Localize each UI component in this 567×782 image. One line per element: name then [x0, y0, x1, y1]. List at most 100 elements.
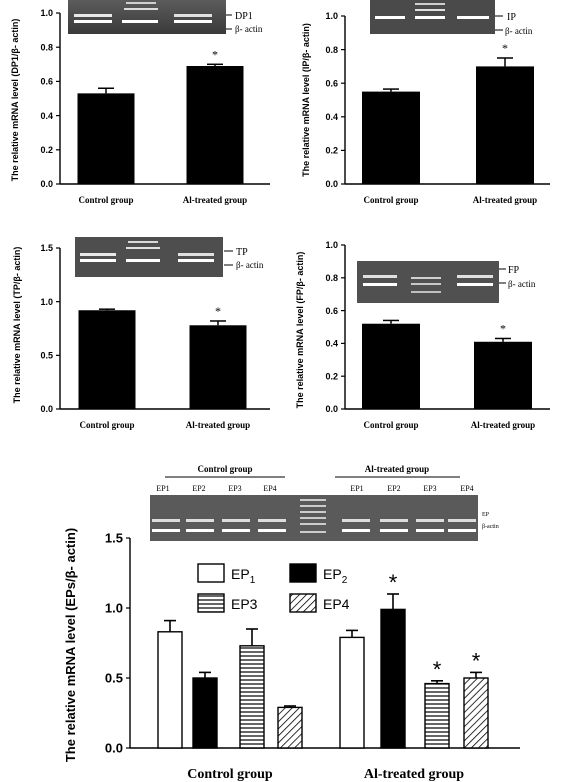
x-category-label: Control group [364, 195, 419, 205]
y-tick-label: 0.5 [105, 671, 123, 686]
legend-item: EP1 [197, 563, 256, 586]
bars: * [77, 47, 244, 184]
bar [277, 706, 303, 749]
y-tick-label: 0.4 [40, 111, 53, 121]
x-axis: Control group Al-treated group [187, 767, 464, 782]
y-tick-label: 0.0 [40, 404, 53, 414]
chart-ip: IP β- actin The relative mRNA level (IP/… [301, 0, 550, 205]
y-tick-label: 0.0 [325, 179, 338, 189]
bars: * * * [157, 570, 489, 749]
y-tick-label: 1.0 [325, 11, 338, 21]
gel-bands [74, 2, 212, 23]
bar [362, 91, 420, 184]
x-category-label: Control group [79, 195, 134, 205]
bar [339, 636, 365, 749]
gel-label-actin: β-actin [482, 524, 499, 530]
significance-marker: * [215, 304, 221, 318]
gel-label-target: DP1 [235, 11, 253, 22]
x-axis: Control group Al-treated group [79, 195, 248, 205]
gel-lane-label: EP4 [460, 484, 473, 493]
legend-swatch [197, 593, 225, 613]
y-axis-label: The relative mRNA level (IP/β- actin) [301, 23, 311, 177]
significance-marker: * [502, 41, 508, 55]
significance-marker: * [472, 648, 481, 673]
gel-label-target: TP [236, 247, 248, 258]
legend-swatch [197, 563, 225, 583]
x-category-label: Al-treated group [186, 420, 250, 430]
y-tick-label: 0.6 [40, 77, 53, 87]
bar [380, 608, 406, 749]
x-category-label: Al-treated group [471, 420, 535, 430]
gel-bands [363, 275, 493, 293]
y-tick-label: 0.0 [40, 179, 53, 189]
gel-lane-label: EP3 [228, 484, 241, 493]
y-tick-label: 0.8 [325, 45, 338, 55]
bar [474, 341, 532, 409]
bar [239, 645, 265, 749]
bar [77, 93, 135, 184]
significance-marker: * [389, 570, 398, 595]
bar [424, 682, 450, 749]
x-category-label: Control group [80, 420, 135, 430]
gel-group-label-al: Al-treated group [365, 464, 429, 474]
gel-bands [375, 3, 489, 19]
x-category-label: Control group [364, 420, 419, 430]
legend-label: EP1 [231, 566, 256, 586]
bars: * [362, 319, 532, 409]
y-tick-label: 0.6 [325, 306, 338, 316]
legend-label: EP4 [323, 596, 350, 612]
bars: * [362, 41, 534, 184]
y-tick-label: 0.2 [325, 371, 338, 381]
y-tick-label: 0.4 [325, 339, 338, 349]
x-axis: Control group Al-treated group [80, 420, 251, 430]
y-axis-label: The relative mRNA level (EPs/β- actin) [63, 528, 78, 762]
y-axis: 0.0 0.2 0.4 0.6 0.8 1.0 [325, 11, 550, 189]
x-category-label: Al-treated group [364, 767, 464, 782]
x-axis: Control group Al-treated group [364, 420, 536, 430]
gel-lane-labels: EP1 EP2 EP3 EP4 EP1 EP2 EP3 EP4 [156, 484, 473, 493]
y-tick-label: 1.0 [325, 240, 338, 250]
gel-lane-label: EP3 [423, 484, 436, 493]
y-tick-label: 1.0 [40, 8, 53, 18]
legend-swatch [289, 593, 317, 613]
bar [463, 677, 489, 749]
legend-label: EP3 [231, 596, 258, 612]
y-axis: 0.0 0.5 1.0 1.5 [105, 531, 520, 756]
gel-image [75, 237, 223, 277]
legend-item: EP2 [289, 563, 348, 586]
gel-label-actin: β- actin [235, 24, 263, 34]
gel-label-actin: β- actin [508, 279, 536, 289]
y-axis-label: The relative mRNA level (TP/β- actin) [12, 247, 22, 404]
x-category-label: Control group [187, 767, 273, 782]
legend-item: EP4 [289, 593, 350, 613]
gel-bands [80, 241, 214, 262]
significance-marker: * [212, 47, 218, 61]
gel-lane-label: EP1 [350, 484, 363, 493]
y-tick-label: 0.4 [325, 112, 338, 122]
gel-lane-label: EP2 [387, 484, 400, 493]
bar [192, 677, 218, 749]
y-tick-label: 1.0 [105, 601, 123, 616]
legend-label: EP2 [323, 566, 348, 586]
gel-label-target: IP [507, 12, 516, 23]
y-tick-label: 1.5 [40, 243, 53, 253]
x-axis: Control group Al-treated group [364, 195, 538, 205]
y-tick-label: 0.2 [40, 145, 53, 155]
chart-eps: Control group Al-treated group EP1 EP2 E… [63, 464, 520, 782]
gel-image [357, 261, 499, 303]
bar [157, 631, 183, 749]
y-tick-label: 0.6 [325, 78, 338, 88]
gel-bands [152, 499, 476, 533]
x-category-label: Al-treated group [473, 195, 537, 205]
bars: * [78, 304, 247, 409]
chart-dp1: DP1 β- actin The relative mRNA level (DP… [10, 0, 270, 205]
bar [78, 310, 136, 409]
gel-lane-label: EP1 [156, 484, 169, 493]
y-tick-label: 0.5 [40, 350, 53, 360]
y-axis-label: The relative mRNA level (DP1/β- actin) [10, 19, 20, 182]
chart-tp: TP β- actin The relative mRNA level (TP/… [12, 237, 270, 430]
significance-marker: * [433, 657, 442, 682]
gel-label-actin: β- actin [236, 260, 264, 270]
gel-label-actin: β- actin [505, 26, 533, 36]
bar [362, 323, 420, 409]
